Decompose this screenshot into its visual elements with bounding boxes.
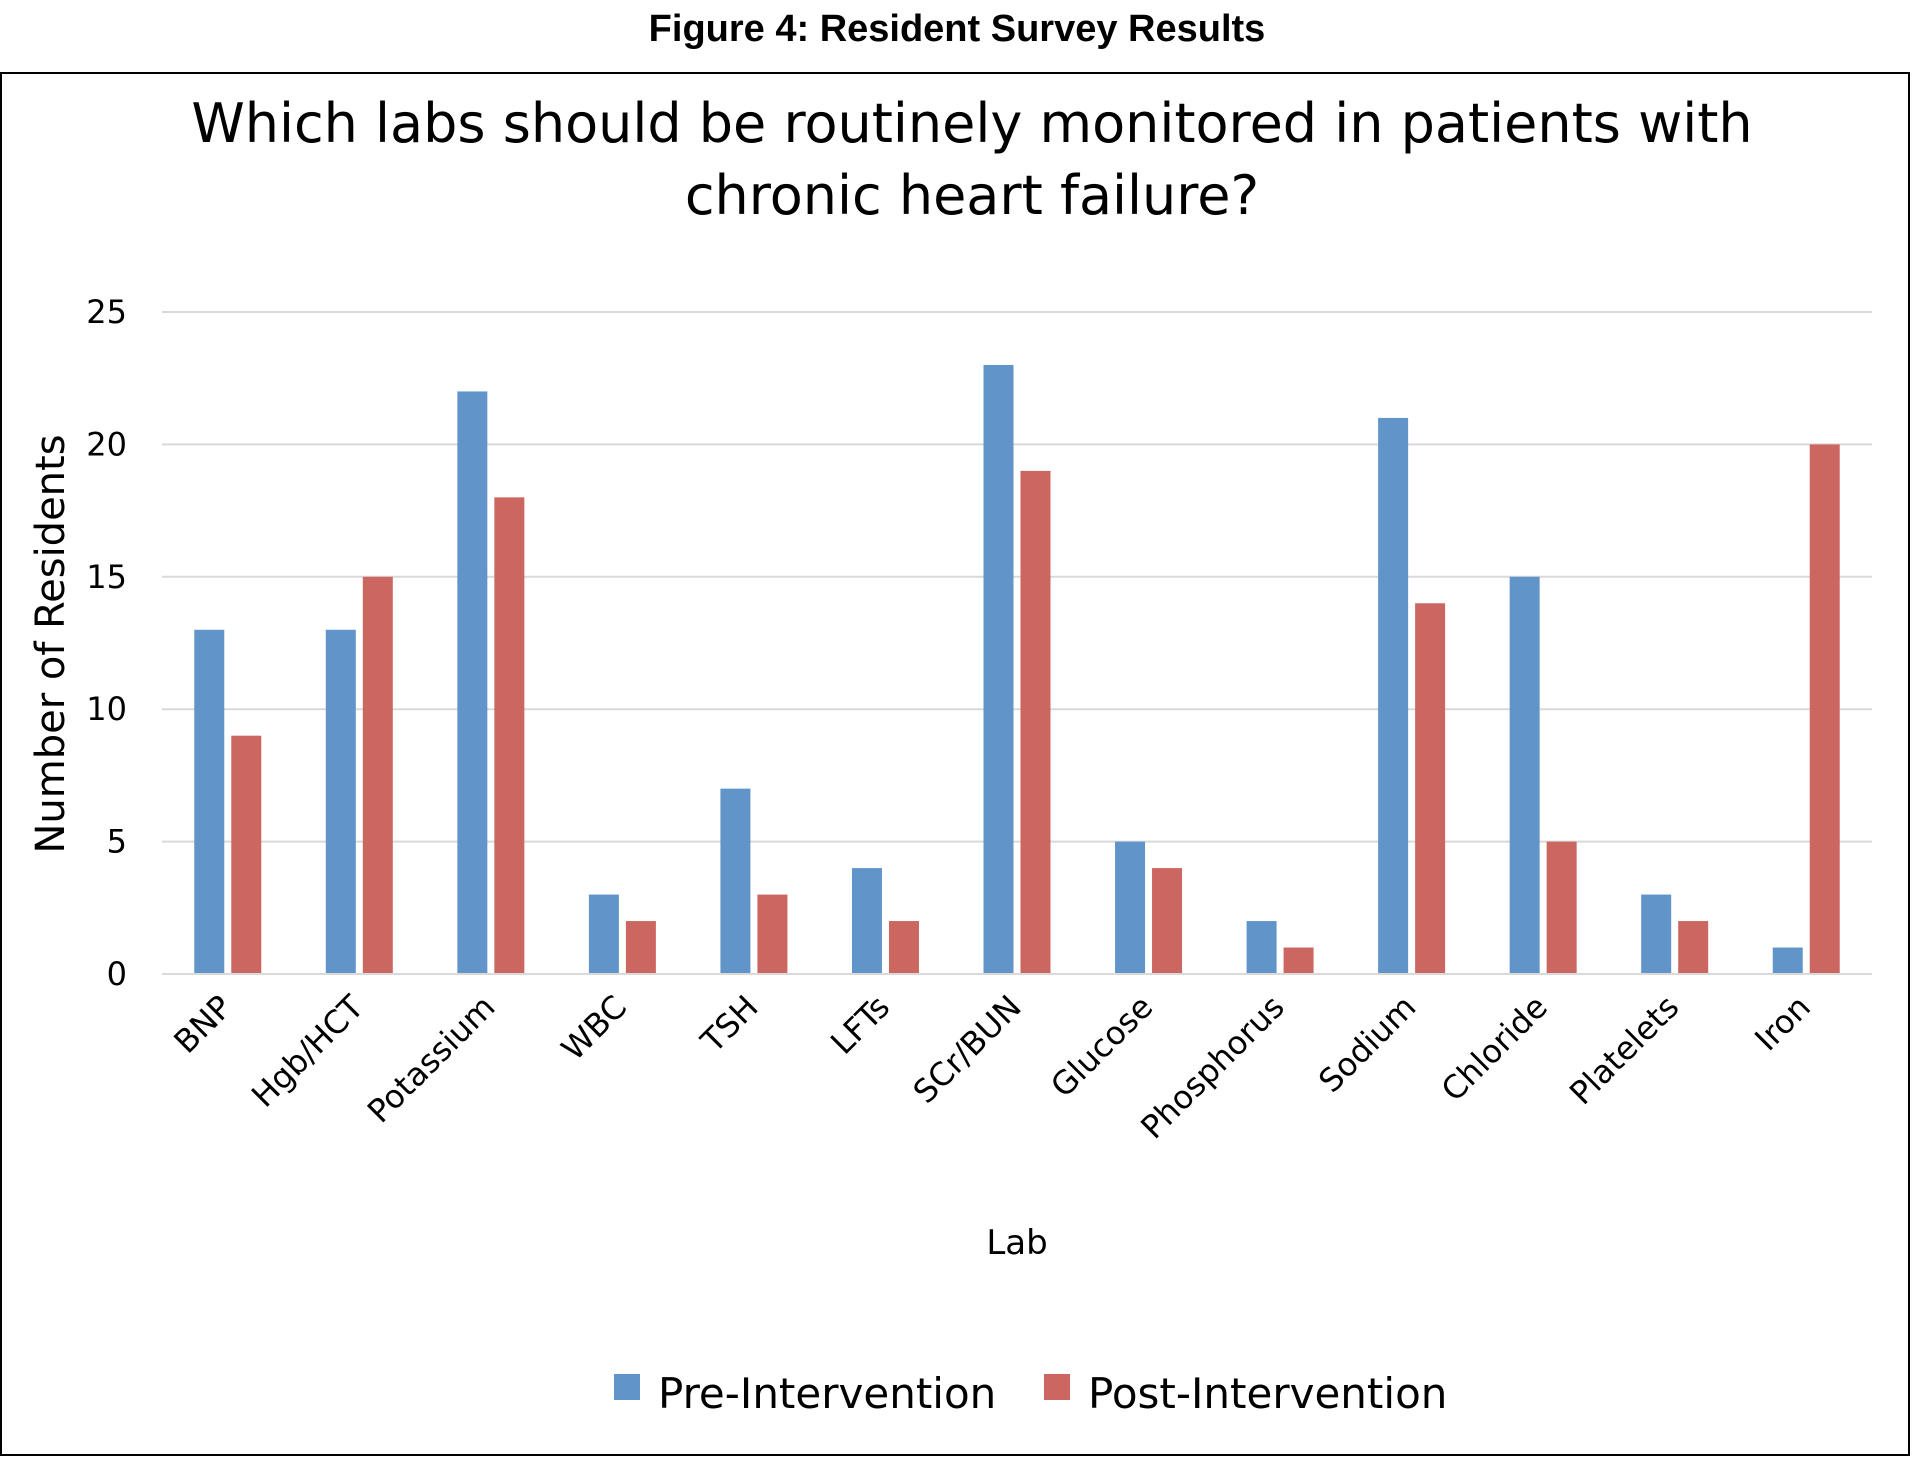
- legend-swatch-pre: [614, 1374, 640, 1400]
- bar-pre: [588, 894, 619, 974]
- bar-post: [362, 576, 393, 974]
- bar-post: [1152, 868, 1183, 974]
- gridlines: [162, 311, 1872, 843]
- bar-post: [494, 497, 525, 974]
- legend-label-pre: Pre-Intervention: [658, 1369, 996, 1418]
- bar-post: [1678, 921, 1709, 974]
- legend: Pre-Intervention Post-Intervention: [614, 1369, 1447, 1418]
- y-axis-title: Number of Residents: [28, 434, 74, 853]
- legend-label-post: Post-Intervention: [1088, 1369, 1447, 1418]
- bar-post: [1415, 603, 1446, 974]
- bar-pre: [1378, 417, 1409, 974]
- x-tick-label: Sodium: [1311, 988, 1423, 1100]
- x-tick-label: BNP: [166, 988, 239, 1061]
- y-tick-label: 15: [86, 558, 127, 596]
- bar-pre: [1641, 894, 1672, 974]
- y-axis-ticks: 0 5 10 15 20 25: [86, 293, 127, 993]
- bar-pre: [851, 868, 882, 974]
- legend-swatch-post: [1044, 1374, 1070, 1400]
- y-tick-label: 25: [86, 293, 127, 331]
- chart-frame: Which labs should be routinely monitored…: [0, 72, 1910, 1456]
- x-tick-label: WBC: [554, 988, 634, 1068]
- x-tick-label: Chloride: [1434, 988, 1555, 1109]
- bar-pre: [1115, 841, 1146, 974]
- bar-post: [1283, 947, 1314, 974]
- bar-pre: [720, 788, 751, 974]
- x-tick-label: Iron: [1747, 988, 1818, 1059]
- bar-pre: [1246, 921, 1277, 974]
- bar-post: [625, 921, 656, 974]
- bar-pre: [325, 629, 356, 974]
- x-tick-label: LFTs: [823, 988, 897, 1062]
- chart-title-line-1: Which labs should be routinely monitored…: [191, 92, 1752, 155]
- bar-post: [1546, 841, 1577, 974]
- y-tick-label: 5: [107, 823, 127, 861]
- bar-pre: [1772, 947, 1803, 974]
- y-tick-label: 0: [107, 955, 127, 993]
- bar-post: [1809, 444, 1840, 974]
- bar-pre: [983, 364, 1014, 975]
- x-tick-label: Platelets: [1562, 988, 1686, 1112]
- bar-pre: [457, 391, 488, 974]
- x-axis-title: Lab: [986, 1223, 1047, 1263]
- bar-post: [1020, 470, 1051, 974]
- bars: [194, 364, 1840, 975]
- bar-pre: [1509, 576, 1540, 974]
- x-tick-label: SCr/BUN: [906, 988, 1029, 1111]
- x-tick-label: Hgb/HCT: [244, 987, 371, 1114]
- bar-post: [231, 735, 262, 974]
- x-tick-label: Glucose: [1043, 988, 1160, 1105]
- chart-title-line-2: chronic heart failure?: [685, 164, 1259, 227]
- y-tick-label: 20: [86, 425, 127, 463]
- bar-post: [757, 894, 788, 974]
- figure-caption: Figure 4: Resident Survey Results: [648, 8, 1266, 50]
- chart-title: Which labs should be routinely monitored…: [191, 92, 1752, 227]
- bar-post: [888, 921, 919, 974]
- x-tick-label: Potassium: [360, 988, 503, 1131]
- bar-pre: [194, 629, 225, 974]
- bar-chart: Which labs should be routinely monitored…: [28, 92, 1872, 1418]
- x-tick-label: TSH: [693, 988, 766, 1061]
- y-tick-label: 10: [86, 690, 127, 728]
